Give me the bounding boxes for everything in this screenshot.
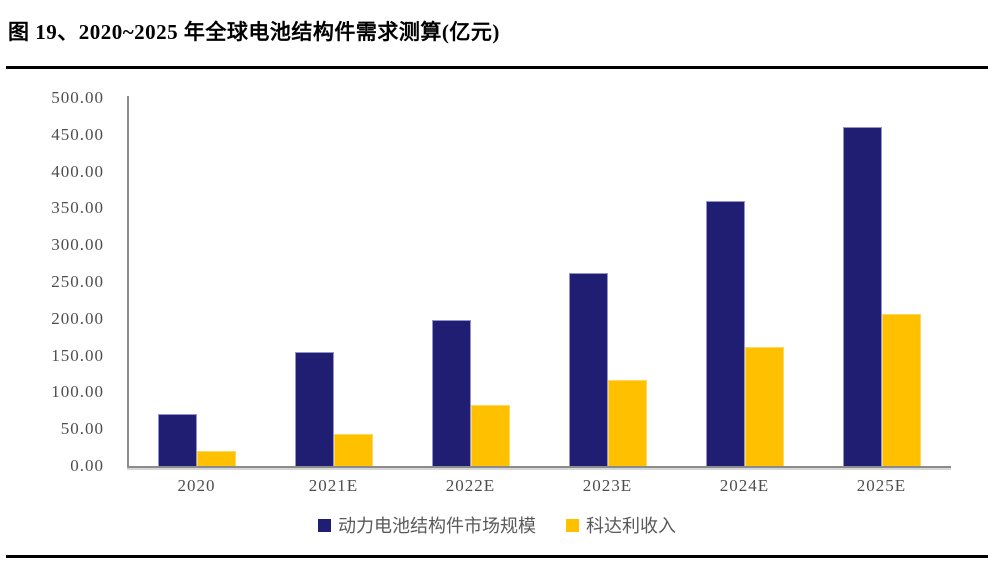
legend-item-s1: 科达利收入 [566, 512, 676, 538]
y-tick-label: 300.00 [51, 235, 104, 255]
top-divider [6, 66, 988, 69]
legend-label-s1: 科达利收入 [586, 516, 676, 536]
y-tick-label: 250.00 [51, 272, 104, 291]
bar-s1-2021E [333, 433, 373, 466]
bar-s0-2022E [431, 320, 471, 466]
y-tick-label: 100.00 [51, 382, 104, 402]
y-axis-line [127, 96, 129, 467]
x-tick-label-2020: 2020 [177, 476, 216, 495]
y-tick-label: 50.00 [60, 419, 104, 439]
bar-s1-2023E [607, 379, 647, 466]
legend-item-s0: 动力电池结构件市场规模 [318, 512, 536, 538]
bar-s0-2024E [705, 201, 745, 466]
bottom-divider [6, 555, 988, 558]
y-tick-label: 0.00 [70, 456, 104, 475]
bar-s1-2020 [196, 451, 236, 466]
x-tick-label-2025E: 2025E [856, 476, 907, 495]
legend-swatch-s0 [318, 518, 331, 532]
chart-legend: 动力电池结构件市场规模 科达利收入 [0, 512, 994, 538]
y-tick-label: 350.00 [51, 198, 104, 218]
legend-label-s0: 动力电池结构件市场规模 [338, 516, 536, 536]
y-tick-label: 450.00 [51, 124, 104, 144]
bar-s1-2022E [470, 404, 510, 466]
x-tick-label-2022E: 2022E [445, 476, 496, 495]
x-tick-label-2021E: 2021E [308, 476, 359, 495]
bar-s1-2025E [881, 314, 921, 466]
legend-swatch-s1 [566, 518, 579, 532]
bar-s0-2020 [157, 414, 197, 466]
y-tick-label: 500.00 [51, 88, 104, 107]
x-tick-label-2023E: 2023E [582, 476, 633, 495]
bar-s0-2023E [568, 273, 608, 466]
y-tick-label: 200.00 [51, 308, 104, 328]
bar-s1-2024E [744, 346, 784, 466]
figure-title: 图 19、2020~2025 年全球电池结构件需求测算(亿元) [8, 20, 500, 44]
y-tick-label: 400.00 [51, 161, 104, 181]
y-tick-label: 150.00 [51, 345, 104, 365]
bar-s0-2021E [294, 351, 334, 466]
x-tick-label-2024E: 2024E [719, 476, 770, 495]
x-axis-line [127, 466, 951, 468]
bar-s0-2025E [842, 127, 882, 466]
